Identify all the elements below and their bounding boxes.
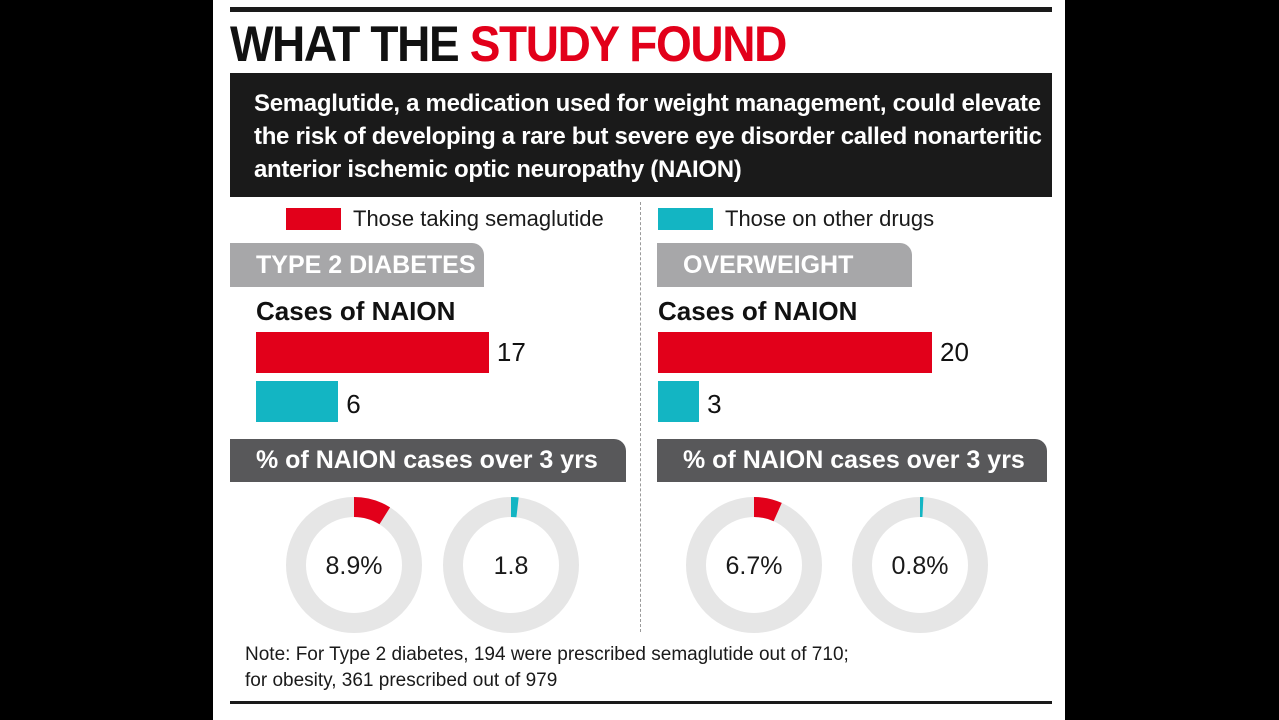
- diabetes-pct-heading: % of NAION cases over 3 yrs: [230, 439, 626, 482]
- overweight-cases-label: Cases of NAION: [658, 296, 858, 326]
- footnote-line-2: for obesity, 361 prescribed out of 979: [245, 670, 558, 691]
- overweight-bar-semaglutide-label: 20: [940, 337, 969, 367]
- panel-divider: [640, 202, 641, 632]
- footnote: Note: For Type 2 diabetes, 194 were pres…: [245, 642, 1025, 694]
- donut-value-label: 6.7%: [726, 552, 783, 580]
- legend-label-other: Those on other drugs: [725, 206, 935, 231]
- diabetes-donut-other: 1.8: [443, 497, 579, 633]
- diabetes-bar-semaglutide-label: 17: [496, 337, 526, 367]
- subtitle-text: Semaglutide, a medication used for weigh…: [254, 90, 1042, 183]
- legend-other: Those on other drugs: [658, 206, 934, 232]
- infographic-panel: WHAT THE STUDY FOUND Semaglutide, a medi…: [213, 0, 1065, 720]
- diabetes-cases-label: Cases of NAION: [256, 296, 456, 326]
- legend-label-semaglutide: Those taking semaglutide: [353, 206, 604, 231]
- overweight-bar-other: [658, 381, 700, 422]
- legend-semaglutide: Those taking semaglutide: [286, 206, 604, 232]
- diabetes-donut-semaglutide: 8.9%: [286, 497, 422, 633]
- donut-slice: [753, 497, 782, 522]
- donut-slice: [353, 497, 391, 525]
- diabetes-heading: TYPE 2 DIABETES: [230, 243, 484, 287]
- page-title: WHAT THE STUDY FOUND: [230, 14, 788, 74]
- top-rule: [230, 7, 1052, 12]
- bottom-rule: [230, 701, 1052, 704]
- donut-value-label: 1.8: [494, 552, 529, 580]
- legend-swatch-semaglutide: [286, 208, 341, 230]
- diabetes-bar-other-label: 6: [346, 389, 361, 419]
- overweight-donut-other: 0.8%: [852, 497, 988, 633]
- diabetes-bar-semaglutide: [256, 332, 489, 373]
- footnote-line-1: Note: For Type 2 diabetes, 194 were pres…: [245, 644, 849, 665]
- overweight-heading: OVERWEIGHT: [657, 243, 912, 287]
- overweight-bar-semaglutide: [658, 332, 932, 373]
- title-part-red: STUDY FOUND: [469, 16, 788, 72]
- legend-swatch-other: [658, 208, 713, 230]
- donut-value-label: 8.9%: [326, 552, 383, 580]
- subtitle-box: Semaglutide, a medication used for weigh…: [230, 73, 1052, 197]
- overweight-pct-heading: % of NAION cases over 3 yrs: [657, 439, 1047, 482]
- diabetes-bar-other: [256, 381, 339, 422]
- overweight-bar-other-label: 3: [707, 389, 722, 419]
- overweight-donut-semaglutide: 6.7%: [686, 497, 822, 633]
- title-part-black: WHAT THE: [230, 16, 460, 72]
- donut-value-label: 0.8%: [892, 552, 949, 580]
